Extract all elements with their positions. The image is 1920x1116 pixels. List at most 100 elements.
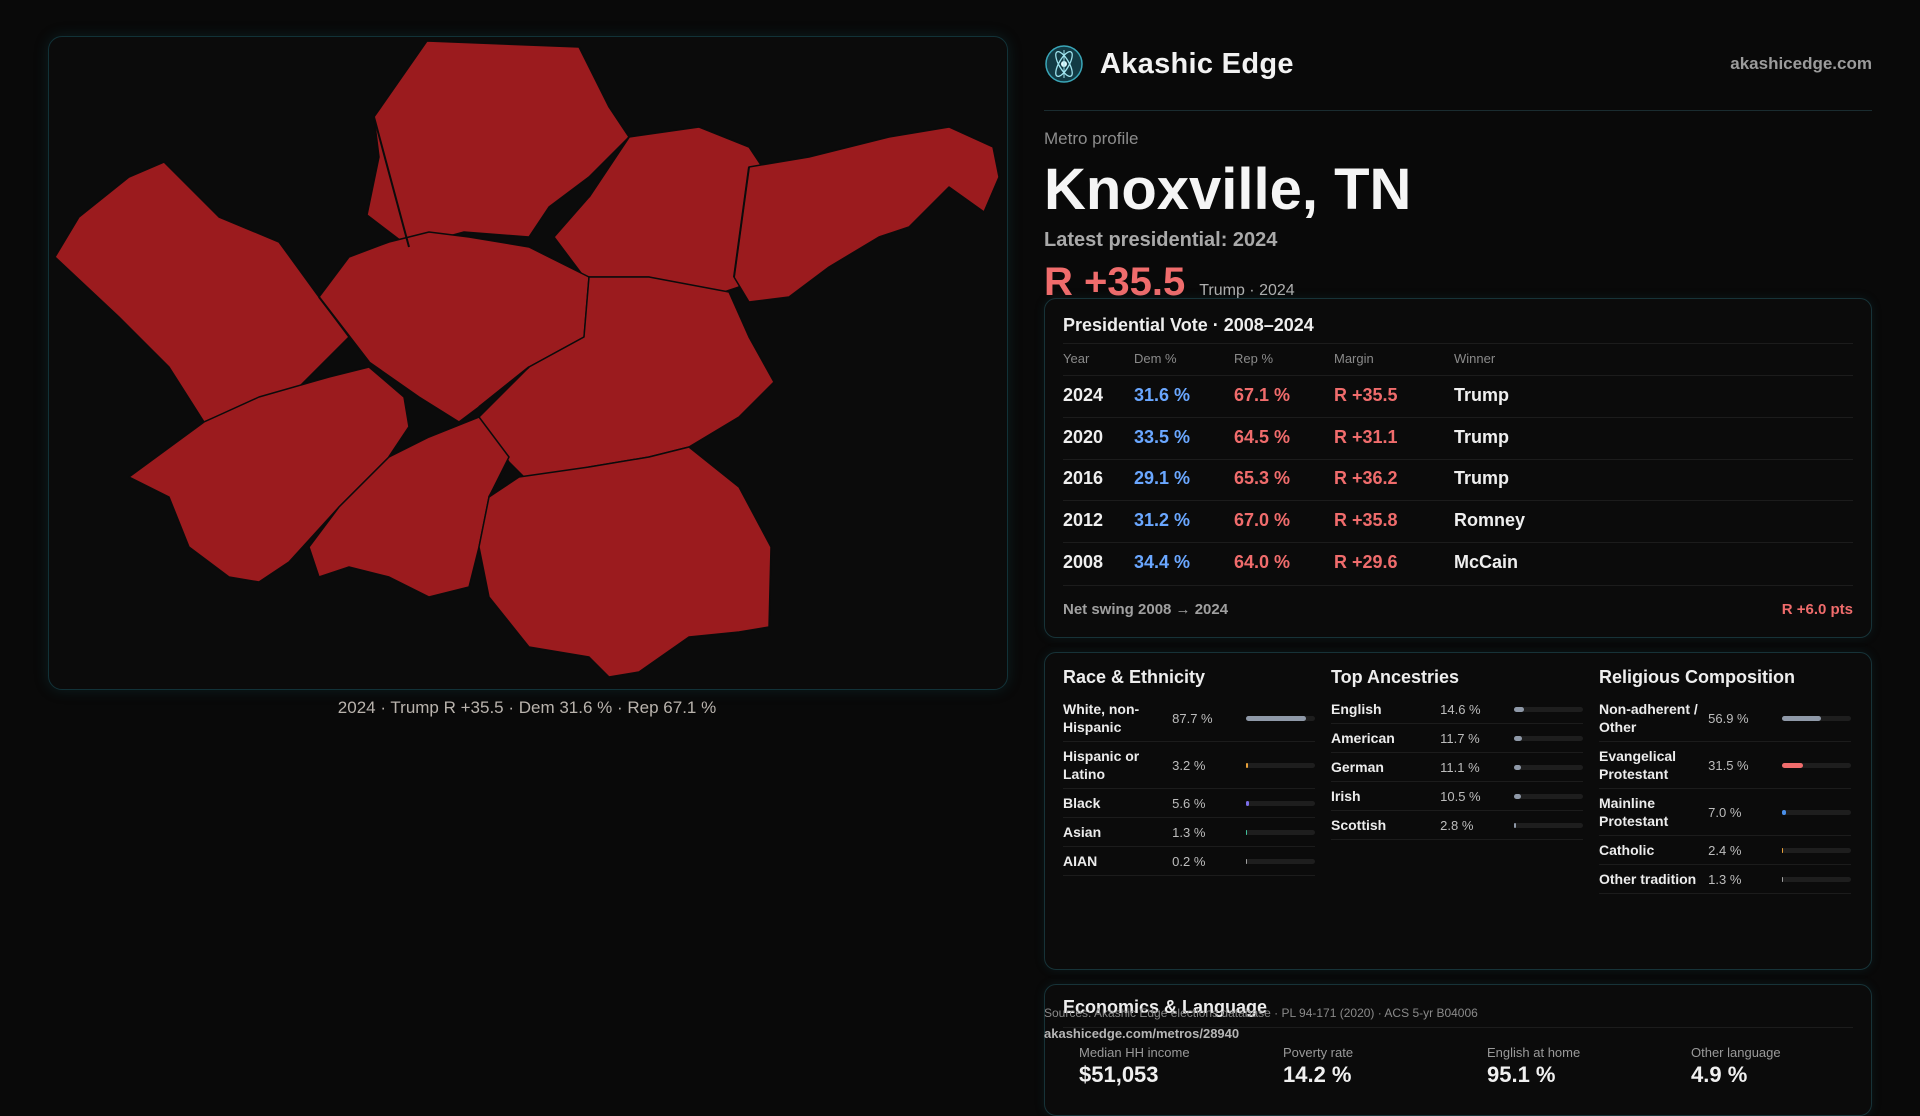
econ-value: $51,053 <box>1079 1062 1159 1087</box>
item-value: 1.3 % <box>1172 824 1206 840</box>
share-bar <box>1513 764 1584 770</box>
item-value: 14.6 % <box>1440 701 1481 717</box>
item-label: Evangelical Protestant <box>1599 748 1677 782</box>
share-bar-fill <box>1513 793 1521 799</box>
share-bar <box>1513 793 1584 799</box>
share-bar-fill <box>1513 735 1522 741</box>
page-title: Knoxville, TN <box>1044 157 1412 222</box>
brand-url-link[interactable]: akashicedge.com <box>1730 54 1872 73</box>
sources-note: Sources: Akashic Edge elections database… <box>1044 1006 1478 1020</box>
item-label: Scottish <box>1331 817 1387 833</box>
row-dem: 29.1 % <box>1134 468 1191 488</box>
row-winner: Trump <box>1454 385 1510 405</box>
row-margin: R +36.2 <box>1334 468 1398 488</box>
share-bar-fill <box>1781 876 1783 882</box>
race-ethnicity-column: Race & Ethnicity White, non-Hispanic 87.7… <box>1063 667 1316 876</box>
item-label: AIAN <box>1063 853 1098 869</box>
item-label: English <box>1331 701 1382 717</box>
share-bar <box>1513 822 1584 828</box>
row-winner: Trump <box>1454 468 1510 488</box>
list-item: American 11.7 % <box>1331 724 1584 753</box>
economics-card: Economics & Language Median HH income $5… <box>1044 984 1872 1116</box>
item-value: 1.3 % <box>1708 871 1742 887</box>
list-item: Irish 10.5 % <box>1331 782 1584 811</box>
latest-margin: R +35.5 Trump · 2024 <box>1044 260 1872 305</box>
share-bar <box>1781 847 1852 853</box>
econ-value: 4.9 % <box>1691 1062 1748 1087</box>
econ-other-language: Other language 4.9 % <box>1691 1045 1881 1088</box>
item-label: Other tradition <box>1599 871 1697 887</box>
brand-bar: Akashic Edge akashicedge.com <box>1044 36 1872 111</box>
item-value: 7.0 % <box>1708 804 1742 820</box>
share-bar <box>1245 762 1316 768</box>
vote-card-title: Presidential Vote · 2008–2024 <box>1063 315 1314 335</box>
col-header-winner: Winner <box>1454 351 1496 366</box>
list-item: Black 5.6 % <box>1063 789 1316 818</box>
item-label: Irish <box>1331 788 1361 804</box>
row-rep: 67.1 % <box>1234 385 1291 405</box>
item-label: Non-adherent / Other <box>1599 701 1698 735</box>
county-shape[interactable] <box>308 416 510 598</box>
row-year: 2016 <box>1063 468 1104 488</box>
profile-header: Akashic Edge akashicedge.com Metro profi… <box>1044 36 1872 305</box>
col-header-dem: Dem % <box>1134 351 1177 366</box>
list-item: Mainline Protestant 7.0 % <box>1599 789 1852 836</box>
row-dem: 33.5 % <box>1134 427 1191 447</box>
item-value: 2.4 % <box>1708 842 1742 858</box>
latest-margin-sub: Trump · 2024 <box>1199 282 1295 299</box>
item-label: German <box>1331 759 1384 775</box>
economics-title: Economics & Language <box>1063 997 1268 1017</box>
share-bar-fill <box>1781 809 1787 815</box>
item-label: American <box>1331 730 1395 746</box>
share-bar-fill <box>1513 822 1516 828</box>
row-margin: R +35.8 <box>1334 510 1398 530</box>
row-winner: Trump <box>1454 427 1510 447</box>
share-bar <box>1781 809 1852 815</box>
econ-label: Other language <box>1691 1045 1781 1060</box>
row-dem: 31.2 % <box>1134 510 1191 530</box>
econ-label: Median HH income <box>1079 1045 1190 1060</box>
row-margin: R +31.1 <box>1334 427 1398 447</box>
share-bar <box>1513 706 1584 712</box>
row-rep: 64.5 % <box>1234 427 1291 447</box>
share-bar <box>1513 735 1584 741</box>
list-item: Scottish 2.8 % <box>1331 811 1584 840</box>
list-item: Other tradition 1.3 % <box>1599 865 1852 894</box>
row-dem: 34.4 % <box>1134 552 1191 572</box>
county-shape[interactable] <box>478 446 772 678</box>
share-bar <box>1781 715 1852 721</box>
share-bar-fill <box>1781 715 1822 721</box>
share-bar <box>1245 800 1316 806</box>
list-item: English 14.6 % <box>1331 695 1584 724</box>
share-bar-fill <box>1245 762 1248 768</box>
share-bar-fill <box>1781 847 1784 853</box>
item-value: 10.5 % <box>1440 788 1481 804</box>
item-value: 31.5 % <box>1708 757 1749 773</box>
county-shape[interactable] <box>54 161 350 423</box>
share-bar-fill <box>1513 706 1524 712</box>
item-label: Catholic <box>1599 842 1655 858</box>
econ-label: Poverty rate <box>1283 1045 1354 1060</box>
list-item: White, non-Hispanic 87.7 % <box>1063 695 1316 742</box>
row-dem: 31.6 % <box>1134 385 1191 405</box>
share-bar <box>1781 876 1852 882</box>
row-year: 2008 <box>1063 552 1104 572</box>
col-header-year: Year <box>1063 351 1090 366</box>
county-map-panel[interactable] <box>48 36 1008 690</box>
county-shape[interactable] <box>366 40 630 248</box>
share-bar-fill <box>1245 829 1247 835</box>
row-margin: R +35.5 <box>1334 385 1398 405</box>
eyebrow-label: Metro profile <box>1044 129 1139 148</box>
share-bar-fill <box>1245 858 1247 864</box>
county-shape[interactable] <box>733 126 1000 303</box>
row-winner: McCain <box>1454 552 1519 572</box>
footer-url-link[interactable]: akashicedge.com/metros/28940 <box>1044 1026 1240 1041</box>
share-bar <box>1245 715 1316 721</box>
religion-title: Religious Composition <box>1599 667 1795 687</box>
net-swing-label: Net swing 2008 → 2024 <box>1063 601 1229 618</box>
econ-median-income: Median HH income $51,053 <box>1079 1045 1269 1088</box>
county-map[interactable] <box>49 37 1007 689</box>
list-item: Asian 1.3 % <box>1063 818 1316 847</box>
row-rep: 65.3 % <box>1234 468 1291 488</box>
latest-margin-value: R +35.5 <box>1044 260 1186 304</box>
